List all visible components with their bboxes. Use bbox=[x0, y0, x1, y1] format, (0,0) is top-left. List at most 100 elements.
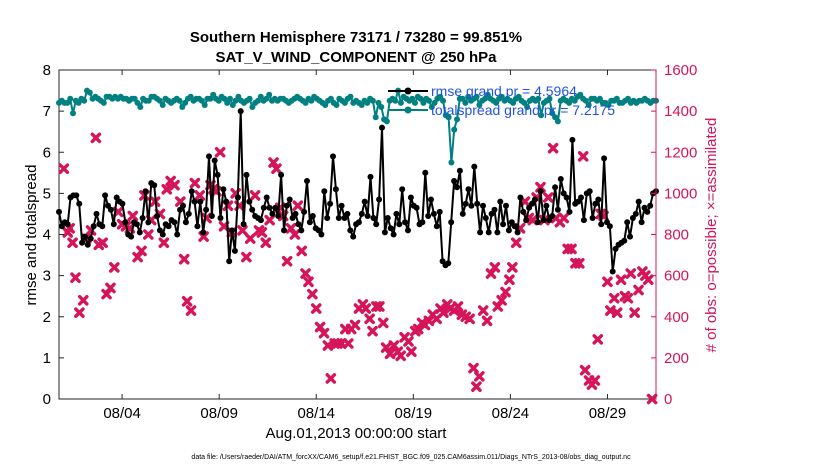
assimilated-obs-marker bbox=[438, 307, 449, 318]
rmse-point bbox=[428, 196, 434, 203]
totalspread-point bbox=[397, 99, 404, 106]
rmse-point bbox=[283, 202, 290, 209]
rmse-point bbox=[523, 217, 530, 224]
legend-spread-marker bbox=[404, 106, 412, 114]
rmse-point bbox=[145, 219, 152, 226]
assimilated-obs-marker bbox=[489, 262, 501, 273]
assimilated-obs-marker bbox=[169, 179, 180, 191]
assimilated-obs-marker bbox=[577, 151, 589, 162]
rmse-point bbox=[580, 217, 587, 224]
assimilated-obs-marker bbox=[214, 146, 226, 158]
rmse-point bbox=[321, 188, 328, 195]
assimilated-obs-marker bbox=[307, 288, 318, 300]
assimilated-obs-marker bbox=[360, 303, 372, 314]
y-left-tick-label: 1 bbox=[43, 350, 51, 367]
totalspread-point bbox=[369, 97, 376, 104]
totalspread-point bbox=[86, 89, 93, 96]
totalspread-point bbox=[201, 102, 208, 108]
rmse-point bbox=[543, 202, 550, 209]
totalspread-point bbox=[524, 104, 531, 110]
totalspread-point bbox=[445, 114, 452, 121]
rmse-point bbox=[110, 221, 117, 228]
rmse-point bbox=[220, 186, 227, 193]
assimilated-obs-marker bbox=[292, 200, 304, 212]
rmse-point bbox=[278, 171, 285, 178]
rmse-point bbox=[159, 231, 166, 238]
rmse-point bbox=[84, 241, 91, 248]
totalspread-point bbox=[176, 97, 183, 104]
rmse-point bbox=[474, 200, 481, 207]
totalspread-point bbox=[159, 102, 166, 108]
rmse-point bbox=[586, 188, 593, 195]
rmse-point bbox=[171, 219, 178, 226]
assimilated-obs-marker bbox=[249, 190, 261, 201]
rmse-point bbox=[632, 210, 639, 217]
rmse-point bbox=[589, 215, 596, 221]
rmse-point bbox=[154, 213, 161, 219]
rmse-point bbox=[119, 200, 126, 207]
assimilated-obs-marker bbox=[622, 292, 634, 304]
rmse-point bbox=[182, 219, 189, 226]
rmse-point bbox=[471, 163, 478, 170]
rmse-point bbox=[174, 231, 181, 238]
assimilated-obs-marker bbox=[244, 233, 256, 244]
rmse-point bbox=[203, 206, 210, 213]
rmse-point bbox=[393, 210, 400, 217]
assimilated-obs-marker bbox=[189, 177, 201, 189]
x-tick-label: 08/24 bbox=[492, 405, 530, 422]
rmse-point bbox=[306, 219, 313, 226]
y-right-tick-label: 1400 bbox=[664, 103, 697, 120]
rmse-point bbox=[370, 215, 377, 221]
rmse-point bbox=[485, 229, 492, 236]
assimilated-obs-marker bbox=[464, 313, 475, 325]
assimilated-obs-marker bbox=[384, 348, 396, 360]
assimilated-obs-marker bbox=[105, 282, 116, 294]
y-right-tick-label: 400 bbox=[664, 309, 689, 326]
rmse-point bbox=[292, 210, 299, 217]
rmse-point bbox=[281, 227, 287, 234]
rmse-point bbox=[540, 217, 547, 224]
assimilated-obs-marker bbox=[477, 305, 489, 316]
assimilated-obs-marker bbox=[194, 190, 206, 201]
assimilated-obs-marker bbox=[558, 212, 570, 224]
rmse-point bbox=[534, 219, 541, 226]
rmse-point bbox=[456, 167, 463, 174]
rmse-point bbox=[102, 192, 109, 199]
rmse-point bbox=[191, 198, 198, 205]
rmse-point bbox=[263, 194, 270, 201]
rmse-point bbox=[355, 219, 362, 226]
assimilated-obs-marker bbox=[241, 251, 252, 263]
rmse-point bbox=[407, 194, 414, 201]
rmse-point bbox=[529, 200, 535, 207]
rmse-point bbox=[76, 200, 83, 207]
totalspread-point bbox=[227, 95, 233, 102]
rmse-point bbox=[90, 223, 97, 230]
assimilated-obs-marker bbox=[406, 346, 417, 358]
rmse-point bbox=[324, 215, 331, 221]
rmse-point bbox=[257, 217, 264, 224]
rmse-point bbox=[480, 202, 486, 209]
totalspread-point bbox=[392, 97, 399, 104]
rmse-point bbox=[249, 206, 256, 213]
rmse-point bbox=[364, 213, 371, 219]
assimilated-obs-marker bbox=[504, 274, 515, 286]
y-axis-right-label: # of obs: o=possible; ×=assimilated bbox=[703, 118, 720, 353]
rmse-point bbox=[229, 227, 235, 234]
rmse-point bbox=[301, 208, 308, 215]
assimilated-obs-marker bbox=[633, 284, 644, 296]
rmse-point bbox=[578, 194, 584, 201]
assimilated-obs-marker bbox=[507, 262, 518, 273]
rmse-point bbox=[433, 223, 440, 230]
rmse-point bbox=[413, 204, 420, 211]
rmse-point bbox=[327, 200, 334, 207]
assimilated-obs-marker bbox=[589, 375, 601, 386]
legend-spread-label: totalspread grand pr = 7.2175 bbox=[431, 102, 615, 118]
rmse-point bbox=[79, 239, 86, 246]
rmse-point bbox=[107, 206, 114, 213]
rmse-point bbox=[197, 198, 204, 205]
totalspread-point bbox=[451, 126, 458, 133]
totalspread-point bbox=[554, 118, 561, 125]
assimilated-obs-marker bbox=[566, 243, 577, 255]
assimilated-obs-marker bbox=[629, 307, 640, 318]
rmse-point bbox=[477, 229, 484, 236]
